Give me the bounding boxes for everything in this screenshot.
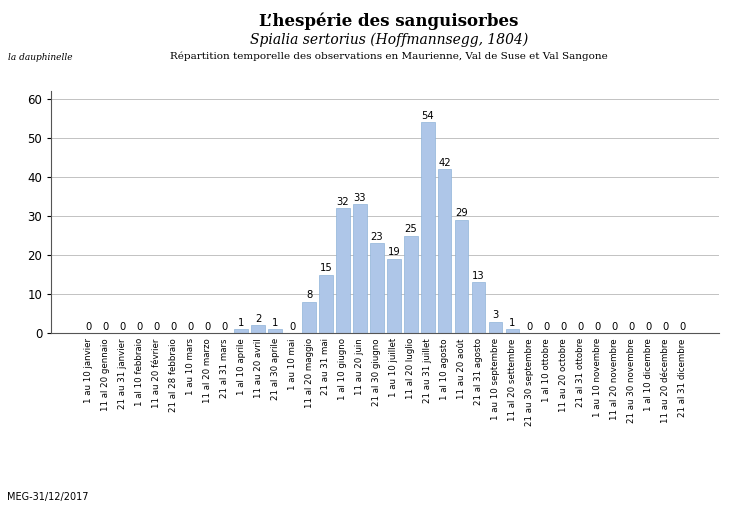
Bar [251,326,265,333]
Text: 0: 0 [221,322,228,332]
Text: 42: 42 [438,158,451,168]
Text: 0: 0 [153,322,159,332]
Bar [234,329,248,333]
Bar [387,259,401,333]
Text: 0: 0 [645,322,651,332]
Text: 0: 0 [679,322,686,332]
Text: 2: 2 [255,314,261,324]
Text: 0: 0 [289,322,295,332]
Bar [472,282,485,333]
Bar [336,208,349,333]
Text: Spialia sertorius (Hoffmannsegg, 1804): Spialia sertorius (Hoffmannsegg, 1804) [250,33,528,47]
Text: 0: 0 [628,322,634,332]
Text: 0: 0 [526,322,533,332]
Text: 32: 32 [337,196,349,207]
Bar [370,243,384,333]
Text: 1: 1 [272,318,278,328]
Text: 25: 25 [404,224,417,234]
Text: 0: 0 [187,322,194,332]
Text: 19: 19 [388,247,400,258]
Text: 3: 3 [493,310,498,320]
Text: 0: 0 [543,322,550,332]
Text: 0: 0 [611,322,617,332]
Text: 0: 0 [204,322,211,332]
Bar [269,329,282,333]
Text: L’hespérie des sanguisorbes: L’hespérie des sanguisorbes [259,13,519,30]
Text: 0: 0 [662,322,669,332]
Bar [506,329,520,333]
Text: MEG-31/12/2017: MEG-31/12/2017 [7,492,89,502]
Bar [455,220,468,333]
Bar [421,122,435,333]
Text: 1: 1 [509,318,516,328]
Text: la dauphinelle: la dauphinelle [8,53,73,62]
Bar [302,302,316,333]
Text: Répartition temporelle des observations en Maurienne, Val de Suse et Val Sangone: Répartition temporelle des observations … [170,52,608,61]
Text: 0: 0 [170,322,176,332]
Text: 1: 1 [238,318,244,328]
Text: 0: 0 [102,322,109,332]
Text: 0: 0 [560,322,567,332]
Bar [489,322,502,333]
Bar [353,205,367,333]
Text: 33: 33 [354,193,366,203]
Text: 23: 23 [371,232,383,242]
Text: 0: 0 [595,322,600,332]
Text: 8: 8 [306,290,312,300]
Text: 0: 0 [120,322,126,332]
Text: 29: 29 [455,209,468,218]
Text: 15: 15 [319,263,333,273]
Text: 0: 0 [137,322,142,332]
Bar [404,235,418,333]
Text: 13: 13 [472,271,485,281]
Text: 0: 0 [85,322,92,332]
Bar [319,275,333,333]
Text: 0: 0 [577,322,584,332]
Bar [438,169,451,333]
Text: 54: 54 [421,111,434,121]
